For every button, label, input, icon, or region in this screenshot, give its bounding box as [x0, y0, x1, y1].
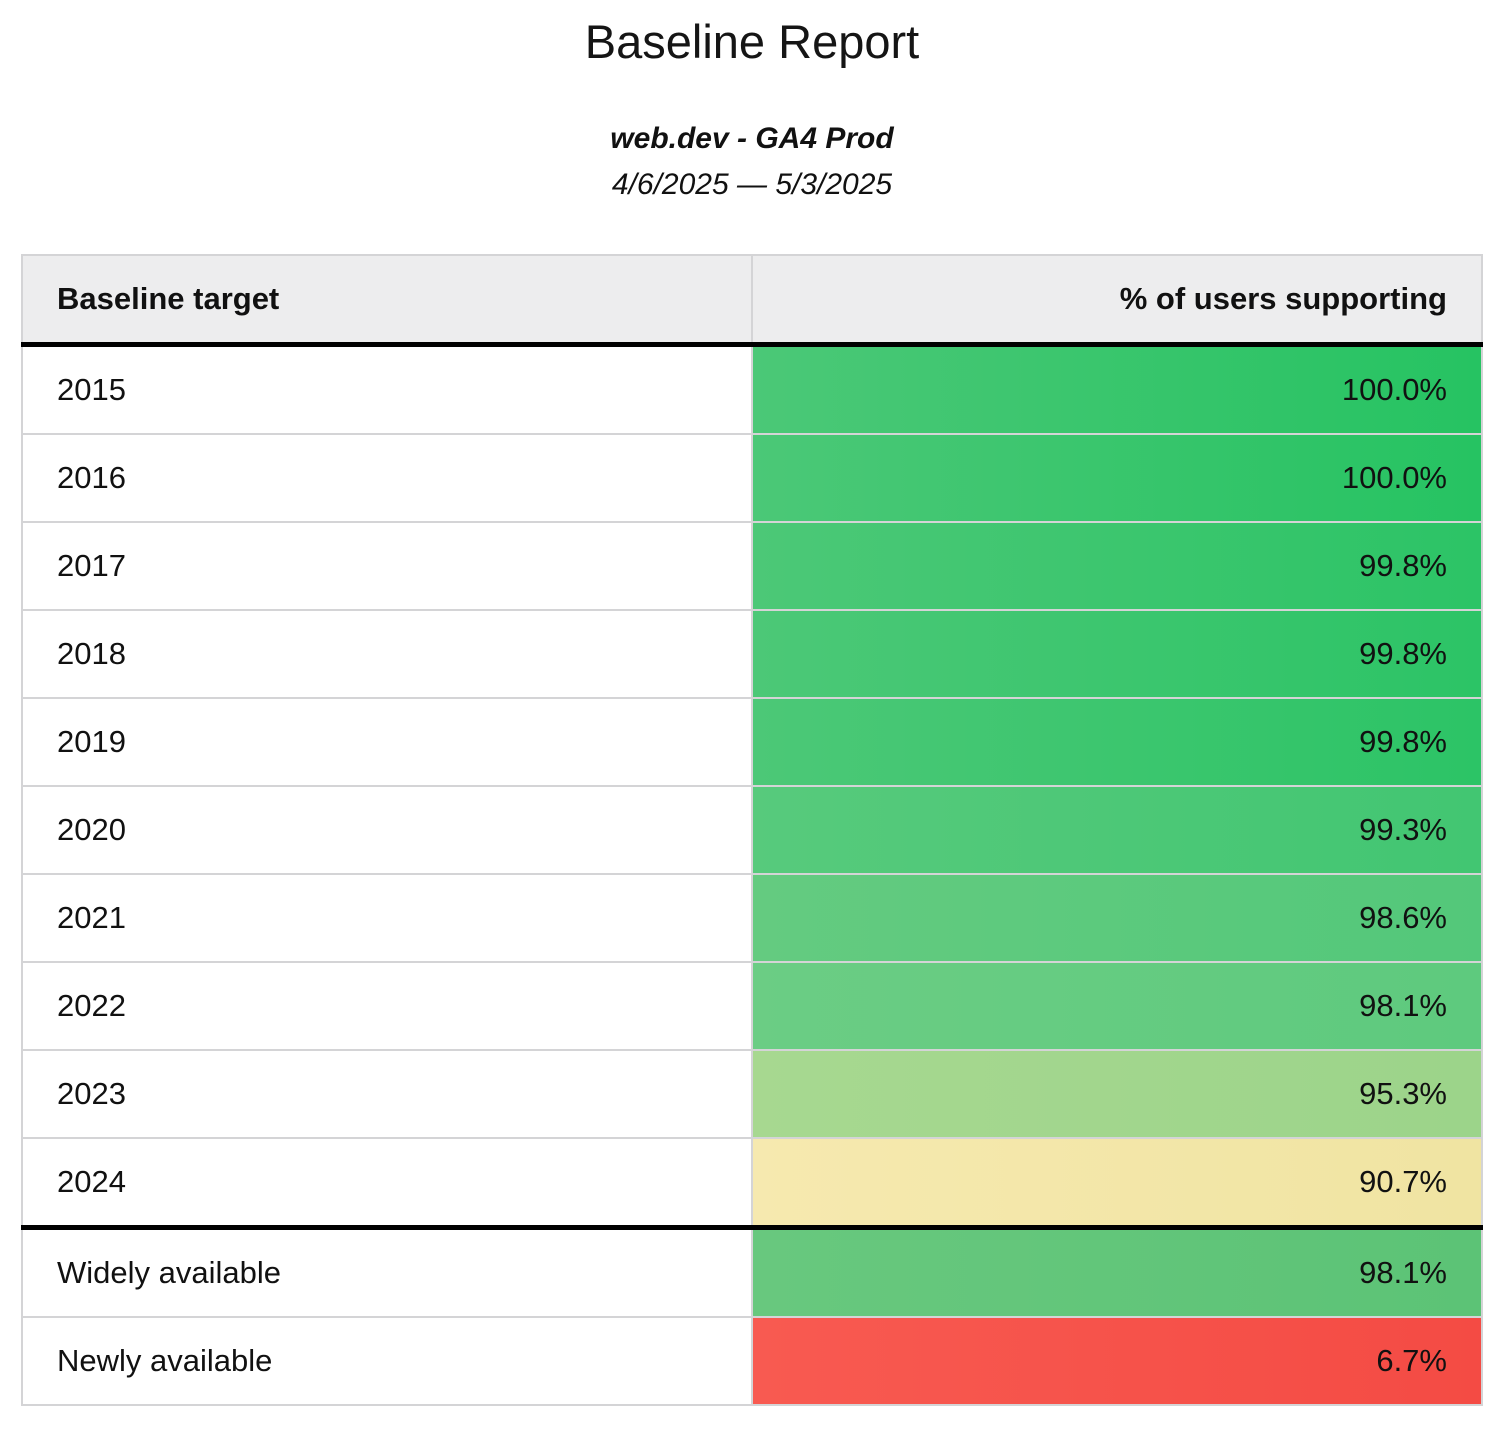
column-header-baseline-target: Baseline target: [21, 254, 753, 347]
baseline-target-cell: 2016: [21, 433, 753, 523]
percent-supporting-cell: 90.7%: [751, 1137, 1483, 1230]
baseline-target-cell: 2021: [21, 873, 753, 963]
baseline-target-cell: Newly available: [21, 1316, 753, 1406]
percent-supporting-cell: 99.8%: [751, 609, 1483, 699]
baseline-target-cell: 2018: [21, 609, 753, 699]
page-title: Baseline Report: [584, 15, 920, 68]
table-row: 2019 99.8%: [21, 697, 1483, 787]
percent-supporting-cell: 99.8%: [751, 697, 1483, 787]
table-row: 2022 98.1%: [21, 961, 1483, 1051]
table-row: 2015 100.0%: [21, 343, 1483, 435]
table-row: 2018 99.8%: [21, 609, 1483, 699]
baseline-target-cell: 2024: [21, 1137, 753, 1230]
table-row: 2023 95.3%: [21, 1049, 1483, 1139]
table-body: 2015 100.0% 2016 100.0% 2017 99.8% 2018 99.8% 20…: [21, 343, 1483, 1406]
table-row: 2024 90.7%: [21, 1137, 1483, 1230]
table-row: 2021 98.6%: [21, 873, 1483, 963]
baseline-support-table: Baseline target % of users supporting 20…: [21, 254, 1483, 1406]
percent-supporting-cell: 95.3%: [751, 1049, 1483, 1139]
percent-supporting-cell: 100.0%: [751, 343, 1483, 435]
percent-supporting-cell: 99.3%: [751, 785, 1483, 875]
percent-supporting-cell: 100.0%: [751, 433, 1483, 523]
baseline-target-cell: 2019: [21, 697, 753, 787]
baseline-target-cell: 2017: [21, 521, 753, 611]
table-head: Baseline target % of users supporting: [21, 254, 1483, 347]
report-date-range: 4/6/2025 — 5/3/2025: [611, 168, 893, 201]
baseline-target-cell: Widely available: [21, 1226, 753, 1318]
percent-supporting-cell: 98.1%: [751, 961, 1483, 1051]
table-row: 2017 99.8%: [21, 521, 1483, 611]
baseline-target-cell: 2020: [21, 785, 753, 875]
table-row: Newly available 6.7%: [21, 1316, 1483, 1406]
report-subtitle: web.dev - GA4 Prod: [610, 122, 894, 155]
percent-supporting-cell: 98.6%: [751, 873, 1483, 963]
column-header-percent-users-supporting: % of users supporting: [751, 254, 1483, 347]
percent-supporting-cell: 99.8%: [751, 521, 1483, 611]
table-row: Widely available 98.1%: [21, 1226, 1483, 1318]
baseline-target-cell: 2022: [21, 961, 753, 1051]
percent-supporting-cell: 98.1%: [751, 1226, 1483, 1318]
baseline-target-cell: 2015: [21, 343, 753, 435]
percent-supporting-cell: 6.7%: [751, 1316, 1483, 1406]
table-row: 2016 100.0%: [21, 433, 1483, 523]
table-row: 2020 99.3%: [21, 785, 1483, 875]
table-header-row: Baseline target % of users supporting: [21, 254, 1483, 347]
baseline-report-page: Baseline Report web.dev - GA4 Prod 4/6/2…: [0, 14, 1504, 1406]
baseline-target-cell: 2023: [21, 1049, 753, 1139]
